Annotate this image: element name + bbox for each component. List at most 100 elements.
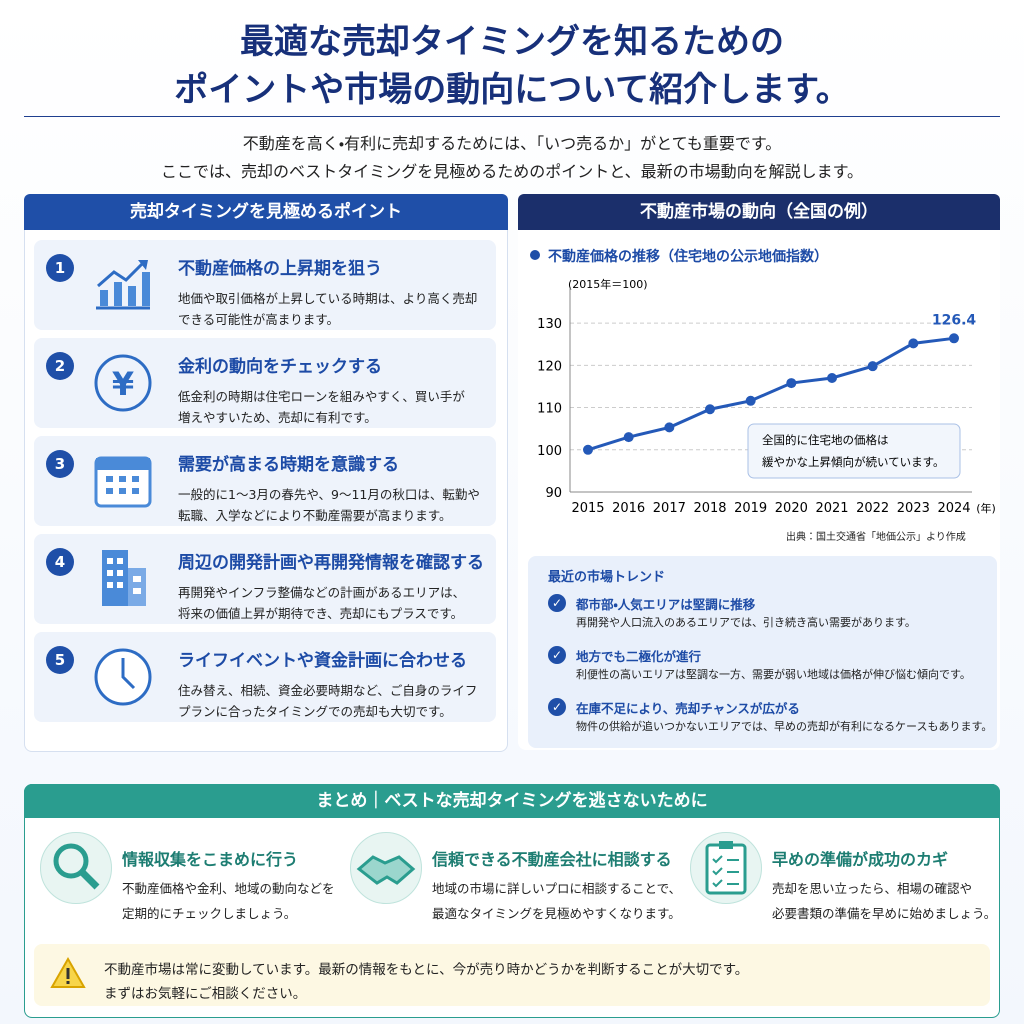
point — [786, 378, 797, 389]
x-tick-label: 2023 — [897, 501, 930, 516]
check-icon: ✓ — [548, 698, 566, 716]
intro: ここでは、売却のベストタイミングを見極めるためのポイントと、最新の市場動向を解説… — [160, 162, 864, 181]
note: まずはお気軽にご相談ください。 — [104, 986, 307, 1002]
trend-box — [528, 556, 997, 748]
icon — [356, 855, 416, 885]
point-text: 住み替え、相続、資金必要時期など、ご自身のライフ — [178, 683, 478, 698]
source: 出典：国土交通省「地価公示」より作成 — [786, 532, 966, 543]
x-tick-label: 2017 — [653, 501, 686, 516]
icon-shape — [133, 576, 141, 582]
icon-shape — [117, 570, 123, 576]
summary-text: 不動産価格や金利、地域の動向などを — [122, 881, 335, 896]
y-tick-label: 130 — [537, 317, 562, 332]
icon-shape — [121, 658, 136, 690]
point-number: 5 — [46, 646, 74, 674]
point-card — [34, 240, 496, 330]
chart-title: 不動産価格の推移（住宅地の公示地価指数） — [548, 249, 828, 265]
point-text: 転職、入学などにより不動産需要が高まります。 — [178, 508, 452, 523]
summary-text: 地域の市場に詳しいプロに相談することで、 — [432, 881, 682, 896]
x-tick-label: 2020 — [775, 501, 808, 516]
icon-shape — [96, 458, 150, 470]
note: 不動産市場は常に変動しています。最新の情報をもとに、今が売り時かどうかを判断する… — [104, 962, 749, 978]
icon-shape — [106, 488, 113, 494]
x-tick-label: 2024 — [937, 501, 970, 516]
point — [623, 432, 634, 443]
icon-shape — [705, 843, 747, 895]
y-tick-label: 110 — [537, 402, 562, 417]
check-icon: ✓ — [548, 594, 566, 612]
icon-shape — [107, 582, 113, 588]
bullet — [530, 250, 540, 260]
icon-shape — [133, 588, 141, 594]
point-number: 4 — [46, 548, 74, 576]
summary-title: 信頼できる不動産会社に相談する — [432, 850, 672, 869]
icon-shape — [727, 859, 739, 885]
icon-shape — [356, 855, 416, 885]
point — [908, 338, 919, 349]
icon-shape — [66, 968, 70, 979]
y-axis-label: (2015年＝100) — [568, 277, 648, 291]
y-tick-label: 90 — [545, 486, 562, 501]
annotation: 緩やかな上昇傾向が続いています。 — [762, 455, 945, 469]
trend-item-text: 利便性の高いエリアは堅調な一方、需要が弱い地域は価格が伸び悩む傾向です。 — [576, 668, 971, 681]
point-text: 地価や取引価格が上昇している時期は、より高く売却 — [178, 291, 478, 306]
icon — [96, 260, 150, 310]
line — [587, 336, 955, 452]
icon-shape: ¥ — [112, 365, 134, 403]
summary-text: 売却を思い立ったら、相場の確認や — [772, 881, 973, 896]
point-number: 3 — [46, 450, 74, 478]
icon-shape — [94, 354, 152, 412]
point-title: 不動産価格の上昇期を狙う — [178, 259, 382, 279]
icon-shape — [142, 272, 150, 306]
annotation-box — [747, 423, 961, 479]
point-text: プランに合ったタイミングでの売却も大切です。 — [178, 704, 452, 719]
icon-shape — [138, 260, 148, 270]
point-title: 周辺の開発計画や再開発情報を確認する — [178, 553, 484, 573]
point-card — [34, 338, 496, 428]
point-text: 低金利の時期は住宅ローンを組みやすく、買い手が — [178, 389, 465, 404]
panel-heading: 不動産市場の動向（全国の例） — [518, 194, 1000, 230]
icon-shape — [114, 282, 122, 306]
icon-shape — [106, 476, 113, 482]
summary-text: 定期的にチェックしましょう。 — [122, 906, 297, 921]
annotation: 全国的に住宅地の価格は — [762, 433, 889, 447]
icon-circle — [40, 832, 112, 904]
divider — [24, 116, 1000, 117]
x-tick-label: 2019 — [734, 501, 767, 516]
point-title: ライフイベントや資金計画に合わせる — [178, 651, 467, 671]
chart: (2015年＝100) 90 100 110 120 130 2015 2016 2017 201… — [537, 277, 996, 516]
x-axis-label: (年) — [976, 501, 996, 515]
trend-item-title: 地方でも二極化が進行 — [576, 649, 702, 664]
icon-shape — [132, 476, 139, 482]
icon-shape — [119, 488, 126, 494]
point-title: 金利の動向をチェックする — [178, 357, 382, 377]
icon — [94, 456, 152, 508]
icon — [53, 843, 100, 890]
title: ポイントや市場の動向について紹介します。 — [174, 70, 850, 110]
point-number: 1 — [46, 254, 74, 282]
point-text: 一般的に1〜3月の春先や、9〜11月の秋口は、転勤や — [178, 487, 480, 502]
icon-shape — [132, 488, 139, 494]
trend-item-title: 在庫不足により、売却チャンスが広がる — [576, 701, 800, 716]
icon-shape — [712, 855, 723, 888]
point — [949, 333, 959, 344]
trend-item-title: 都市部・人気エリアは堅調に推移 — [576, 597, 756, 612]
point — [745, 395, 756, 406]
icon-shape — [53, 843, 89, 879]
note-box — [34, 944, 990, 1006]
y-tick-label: 120 — [537, 359, 562, 374]
icon: ¥ — [94, 354, 152, 412]
value-label: 126.4 — [932, 312, 977, 328]
point-text: できる可能性が高まります。 — [178, 312, 340, 327]
icon-shape — [79, 869, 100, 890]
icon-shape — [117, 582, 123, 588]
trend-title: 最近の市場トレンド — [548, 570, 666, 585]
intro: 不動産を高く・有利に売却するためには、「いつ売るか」がとても重要です。 — [242, 134, 782, 153]
x-tick-label: 2021 — [815, 501, 848, 516]
point — [867, 361, 878, 372]
icon-shape — [107, 558, 113, 564]
point-number: 2 — [46, 352, 74, 380]
point — [827, 373, 837, 383]
point-title: 需要が高まる時期を意識する — [178, 455, 399, 475]
